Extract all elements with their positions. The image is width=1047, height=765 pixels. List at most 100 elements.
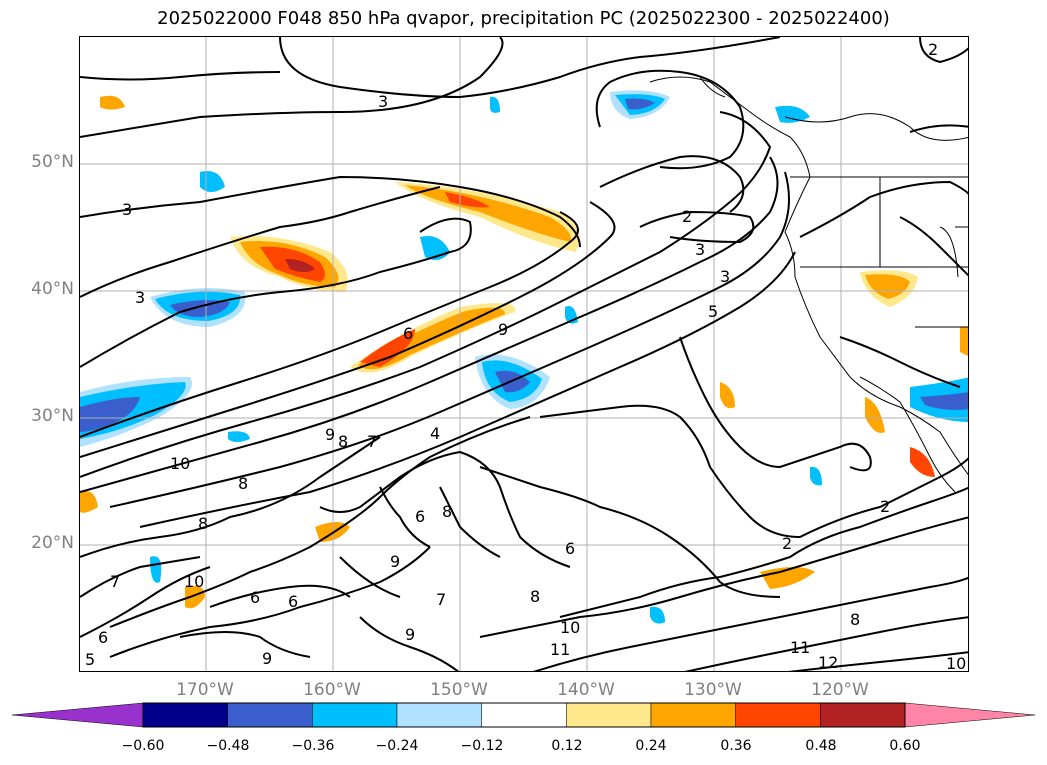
- precip-positive-area: [720, 382, 735, 409]
- contour-label: 6: [565, 539, 575, 558]
- contour-label: 10: [184, 572, 204, 591]
- colorbar-tick-label: 0.12: [551, 738, 583, 754]
- colorbar-segment: [227, 702, 313, 728]
- precip-negative-area: [920, 392, 968, 410]
- precip-positive-area: [865, 397, 885, 433]
- precip-positive-area: [285, 259, 315, 272]
- colorbar-tick-label: −0.60: [121, 738, 165, 754]
- colorbar-tick-label: 0.48: [805, 738, 837, 754]
- colorbar-segment: [481, 702, 567, 728]
- contour-label: 11: [550, 640, 570, 659]
- contour-label: 2: [782, 534, 792, 553]
- contour-label: 3: [378, 92, 388, 111]
- precip-positive-area: [405, 185, 571, 242]
- lon-label: 140°W: [557, 680, 615, 700]
- colorbar-segment: [396, 702, 482, 728]
- contour-label: 8: [198, 514, 208, 533]
- precip-negative-area: [200, 171, 225, 192]
- colorbar-extend-min: [11, 702, 144, 728]
- colorbar-tick-label: 0.60: [889, 738, 921, 754]
- contour-label: 3: [135, 288, 145, 307]
- contour-label: 8: [442, 502, 452, 521]
- lat-label: 30°N: [31, 406, 74, 426]
- contour-label: 7: [436, 590, 446, 609]
- colorbar-segment: [650, 702, 736, 728]
- contour-label: 6: [415, 507, 425, 526]
- precip-positive-area: [185, 585, 205, 609]
- contour-label: 5: [708, 302, 718, 321]
- contour-label: 6: [288, 592, 298, 611]
- lon-label: 160°W: [303, 680, 361, 700]
- map-title: 2025022000 F048 850 hPa qvapor, precipit…: [157, 8, 890, 29]
- contour-label: 9: [325, 425, 335, 444]
- precip-positive-area: [445, 192, 490, 208]
- contour-label: 8: [530, 587, 540, 606]
- precip-positive-area: [360, 329, 415, 367]
- contour-label: 7: [367, 432, 377, 451]
- colorbar-segment: [566, 702, 652, 728]
- contour-label: 6: [403, 324, 413, 343]
- contour-label: 12: [818, 653, 838, 672]
- precip-negative-area: [650, 606, 665, 624]
- contour-label: 6: [250, 588, 260, 607]
- precip-negative-area: [810, 466, 822, 486]
- contour-label: 3: [695, 240, 705, 259]
- precip-positive-area: [960, 327, 968, 356]
- contour-label: 6: [98, 628, 108, 647]
- contour-label: 8: [338, 432, 348, 451]
- colorbar-tick-label: −0.12: [460, 738, 504, 754]
- precip-negative-area: [150, 556, 162, 583]
- colorbar-segment: [820, 702, 906, 728]
- contour-label: 4: [430, 424, 440, 443]
- contour-label: 2: [880, 497, 890, 516]
- precip-positive-area: [80, 491, 98, 513]
- precip-negative-area: [170, 300, 230, 317]
- map-panel: 2 3 3 3 2 3 3 5 6 9 10 9 8 7 8 4 8 8 6 6…: [79, 36, 969, 672]
- contour-label: 8: [238, 474, 248, 493]
- map-plot: 2 3 3 3 2 3 3 5 6 9 10 9 8 7 8 4 8 8 6 6…: [80, 37, 968, 672]
- precip-positive-area: [865, 274, 910, 299]
- colorbar: [11, 702, 1036, 728]
- colorbar-tick-label: 0.36: [720, 738, 752, 754]
- precip-negative-area: [80, 397, 140, 432]
- lon-label: 150°W: [430, 680, 488, 700]
- colorbar-segment: [312, 702, 398, 728]
- precip-negative-area: [775, 105, 810, 123]
- colorbar-tick-label: 0.24: [635, 738, 667, 754]
- precip-positive-area: [910, 447, 935, 477]
- colorbar-tick-label: −0.24: [375, 738, 419, 754]
- graticule: [80, 37, 968, 671]
- precipitation-shading: [80, 90, 968, 624]
- contour-label: 5: [85, 650, 95, 669]
- contour-label: 2: [928, 40, 938, 59]
- contour-label: 9: [262, 649, 272, 668]
- colorbar-tick-label: −0.36: [291, 738, 335, 754]
- contour-label: 10: [170, 454, 190, 473]
- contour-label: 9: [405, 625, 415, 644]
- coastlines: [649, 76, 968, 493]
- contour-label: 10: [946, 654, 966, 672]
- lon-label: 130°W: [684, 680, 742, 700]
- colorbar-segment: [735, 702, 821, 728]
- precip-negative-area: [490, 96, 500, 113]
- contour-label: 11: [790, 638, 810, 657]
- qvapor-contours: [80, 37, 968, 671]
- lat-label: 40°N: [31, 279, 74, 299]
- contour-label: 7: [110, 572, 120, 591]
- contour-label: 8: [850, 610, 860, 629]
- contour-label: 9: [498, 320, 508, 339]
- lat-label: 20°N: [31, 533, 74, 553]
- contour-label: 3: [720, 267, 730, 286]
- colorbar-tick-label: −0.48: [206, 738, 250, 754]
- contour-label: 9: [390, 552, 400, 571]
- contour-labels: 2 3 3 3 2 3 3 5 6 9 10 9 8 7 8 4 8 8 6 6…: [85, 40, 966, 672]
- lon-label: 120°W: [811, 680, 869, 700]
- contour-label: 2: [682, 207, 692, 226]
- lon-label: 170°W: [176, 680, 234, 700]
- precip-positive-area: [100, 95, 125, 110]
- colorbar-extend-max: [904, 702, 1036, 728]
- precip-negative-area: [228, 431, 250, 442]
- lat-label: 50°N: [31, 152, 74, 172]
- contour-label: 3: [122, 200, 132, 219]
- precip-negative-area: [625, 98, 655, 110]
